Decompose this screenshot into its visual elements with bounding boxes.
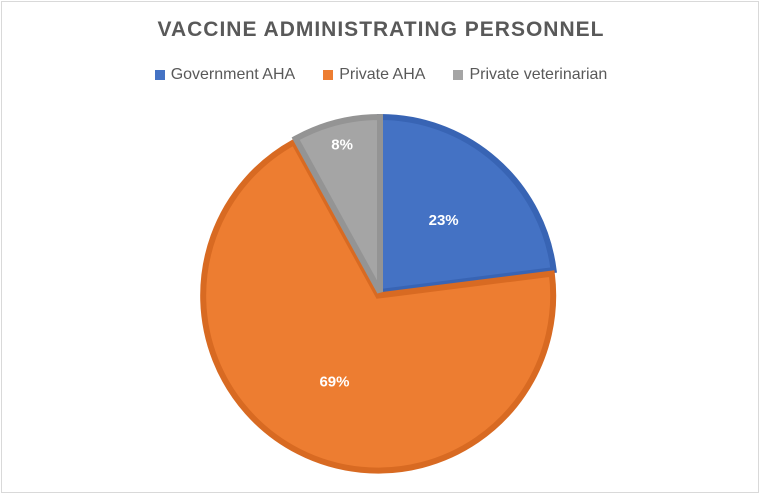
pie-labels: 23% 69% 8% bbox=[319, 137, 458, 391]
legend-swatch-private-veterinarian bbox=[453, 70, 464, 80]
legend-item-government-aha: Government AHA bbox=[154, 66, 296, 84]
slice-private-veterinarian bbox=[291, 113, 383, 294]
legend-item-private-aha: Private AHA bbox=[323, 66, 425, 84]
pie-slices bbox=[200, 113, 557, 474]
slice-label-private-veterinarian: 8% bbox=[331, 137, 353, 154]
chart-title: VACCINE ADMINISTRATING PERSONNEL bbox=[157, 18, 605, 41]
legend-label-government-aha: Government AHA bbox=[170, 66, 296, 83]
slice-government-aha bbox=[377, 113, 557, 296]
legend-label-private-veterinarian: Private veterinarian bbox=[469, 66, 608, 83]
slice-label-government-aha: 23% bbox=[429, 212, 459, 229]
legend-swatch-private-aha bbox=[323, 70, 334, 80]
legend-item-private-veterinarian: Private veterinarian bbox=[453, 66, 607, 84]
legend-label-private-aha: Private AHA bbox=[339, 66, 426, 83]
legend-swatch-government-aha bbox=[154, 70, 165, 80]
slice-private-aha bbox=[200, 138, 557, 474]
slice-label-private-aha: 69% bbox=[319, 373, 349, 390]
chart-legend: Government AHA Private AHA Private veter… bbox=[0, 66, 762, 84]
